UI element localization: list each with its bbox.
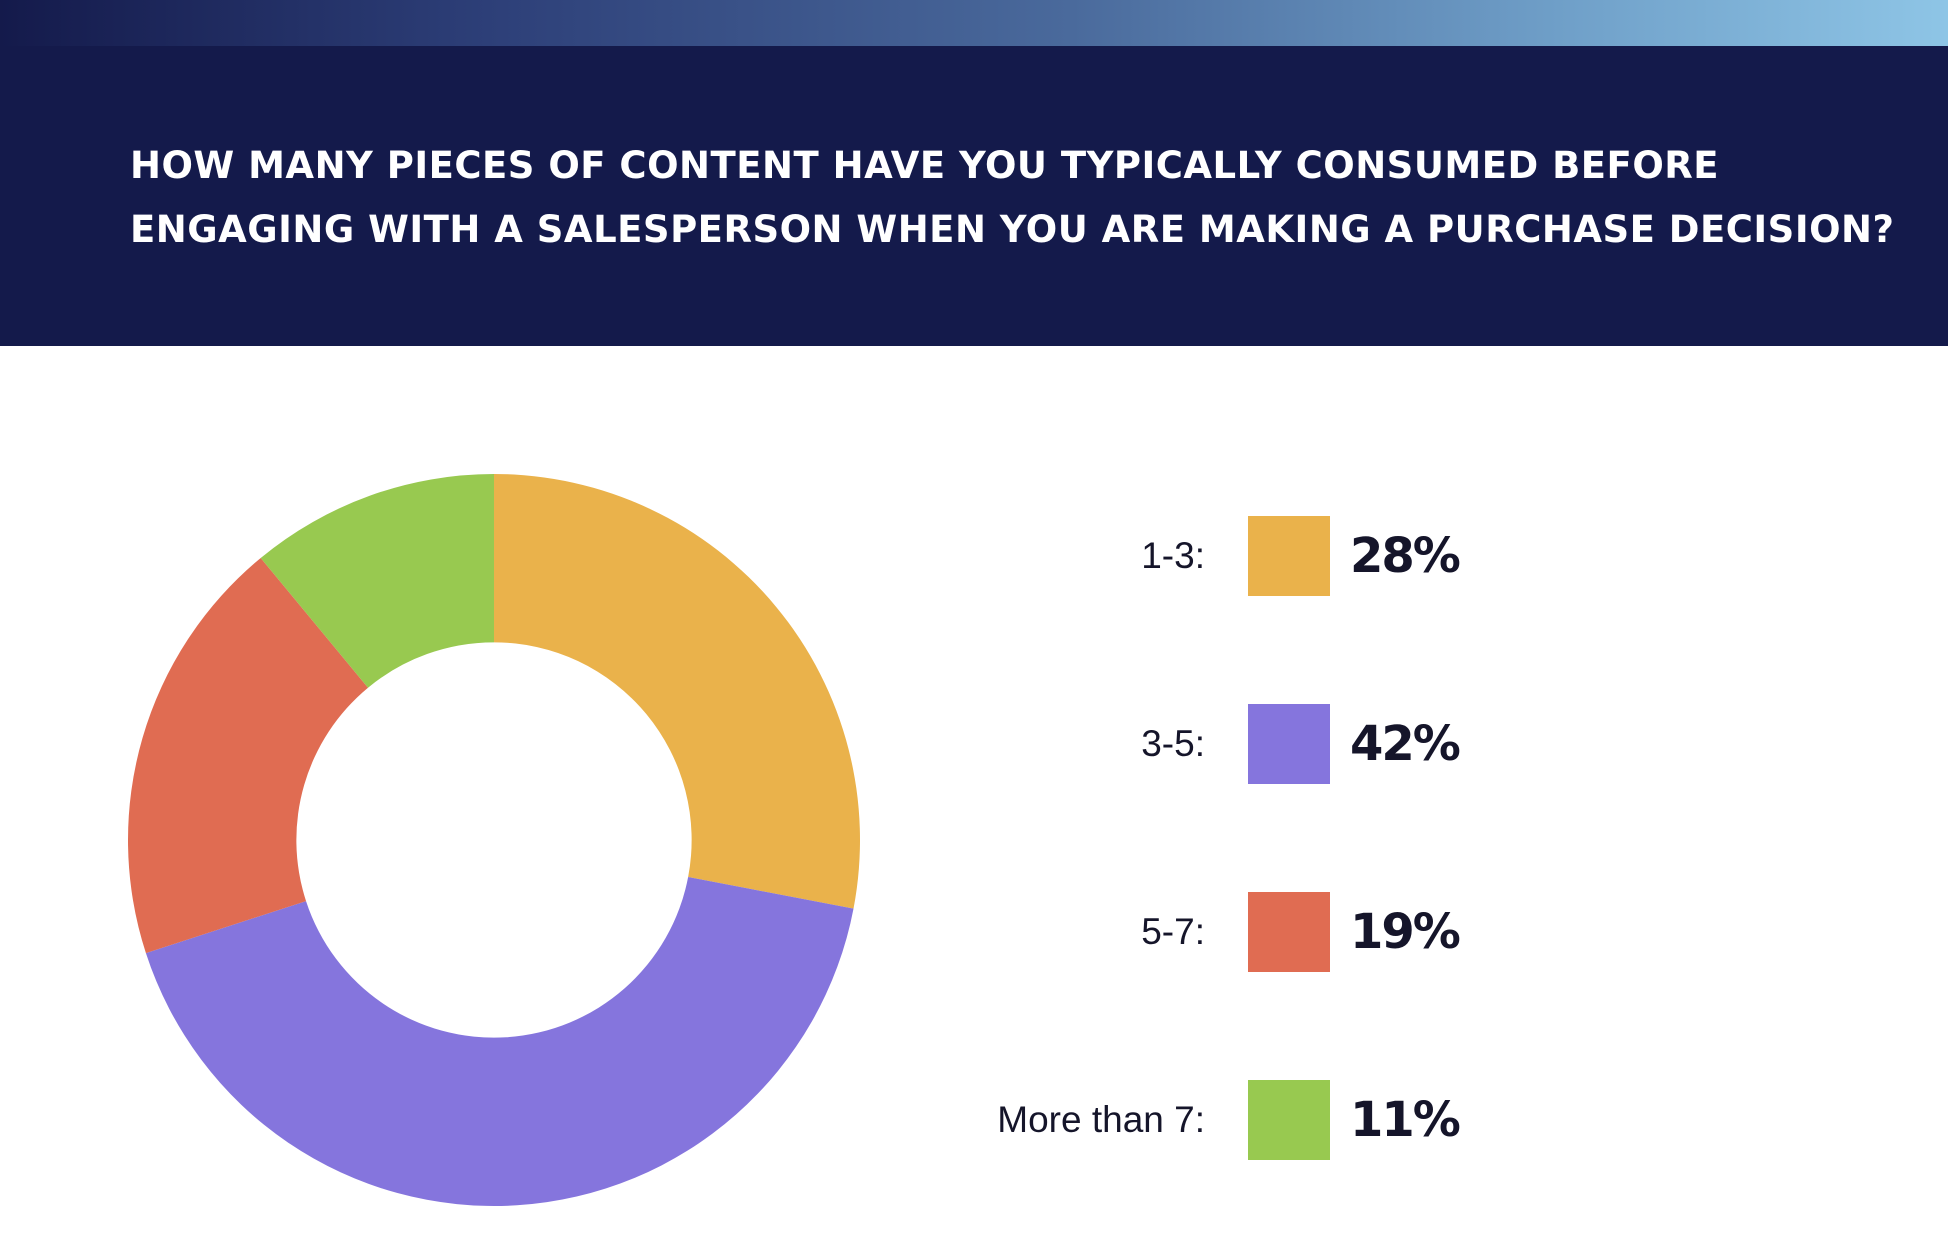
legend-label-3-5: 3-5: [1141, 723, 1205, 764]
chart-title-line-2: engaging with a salesperson when you are… [130, 208, 1895, 251]
legend-value-more-than-7: 11% [1350, 1092, 1461, 1148]
legend-label-1-3: 1-3: [1141, 535, 1205, 576]
legend-value-5-7: 19% [1350, 904, 1461, 960]
legend-row-more-than-7: More than 7: 11% [940, 1080, 1940, 1160]
header-gradient-strip [0, 0, 1948, 46]
chart-title-line-1: How many pieces of content have you typi… [130, 144, 1720, 187]
chart-legend: 1-3: 28% 3-5: 42% 5-7: 19% More than 7: … [940, 0, 1940, 1242]
chart-title: How many pieces of content have you typi… [130, 134, 1895, 262]
legend-label-5-7: 5-7: [1141, 911, 1205, 952]
legend-swatch-1-3 [1248, 516, 1330, 596]
legend-row-3-5: 3-5: 42% [940, 704, 1940, 784]
donut-slice-3-5 [145, 877, 854, 1206]
donut-slice-5-7 [127, 557, 369, 954]
legend-value-3-5: 42% [1350, 716, 1461, 772]
legend-label-more-than-7: More than 7: [997, 1099, 1205, 1140]
legend-row-1-3: 1-3: 28% [940, 516, 1940, 596]
legend-swatch-3-5 [1248, 704, 1330, 784]
legend-row-5-7: 5-7: 19% [940, 892, 1940, 972]
legend-swatch-5-7 [1248, 892, 1330, 972]
donut-slice-more-than-7 [260, 474, 494, 688]
legend-value-1-3: 28% [1350, 528, 1461, 584]
legend-swatch-more-than-7 [1248, 1080, 1330, 1160]
header-banner: How many pieces of content have you typi… [0, 0, 1948, 346]
donut-chart [127, 474, 861, 1206]
donut-slice-1-3 [494, 474, 861, 909]
